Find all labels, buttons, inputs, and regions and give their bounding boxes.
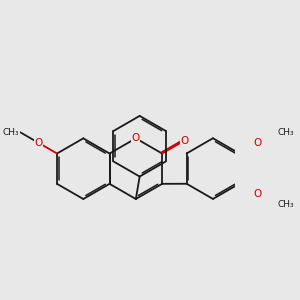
Text: O: O bbox=[34, 138, 43, 148]
Text: O: O bbox=[132, 133, 140, 143]
Text: CH₃: CH₃ bbox=[3, 128, 19, 137]
Text: O: O bbox=[254, 138, 262, 148]
Text: O: O bbox=[254, 189, 262, 200]
Text: O: O bbox=[180, 136, 188, 146]
Text: CH₃: CH₃ bbox=[278, 128, 294, 137]
Text: CH₃: CH₃ bbox=[278, 200, 294, 209]
